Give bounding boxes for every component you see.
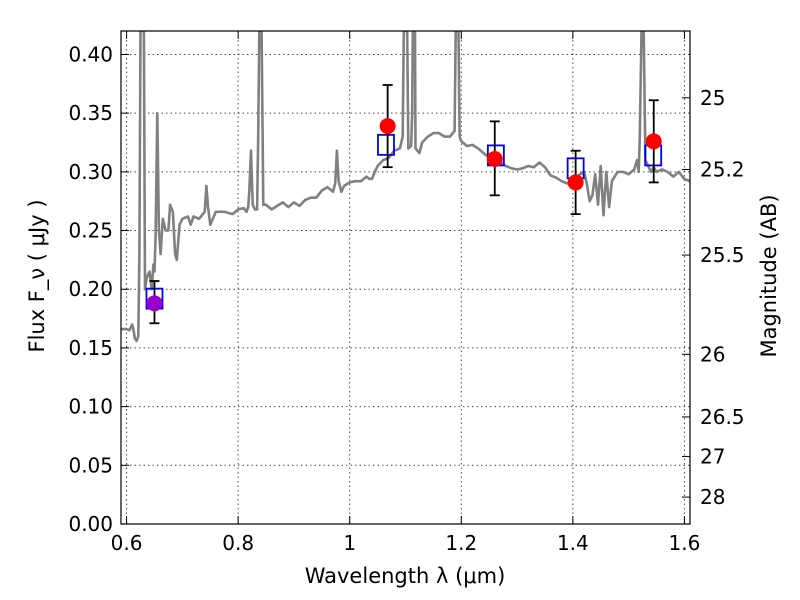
x-axis-title: Wavelength λ (μm) xyxy=(305,564,506,588)
y-tick-label: 0.15 xyxy=(68,336,113,360)
x-tick-label: 1.6 xyxy=(669,531,701,555)
magnitude-tick-label: 25.2 xyxy=(700,157,745,181)
y-tick-label: 0.05 xyxy=(68,453,113,477)
model-flux-box xyxy=(377,133,395,156)
x-tick-label: 1 xyxy=(343,531,356,555)
y-axis-title: Flux F_ν ( μJy ) xyxy=(25,199,50,352)
observed-flux-point xyxy=(567,174,584,191)
y2-axis-title: Magnitude (AB) xyxy=(757,194,781,357)
x-tick-label: 0.6 xyxy=(111,531,143,555)
magnitude-tick-label: 26.5 xyxy=(700,405,745,429)
y-tick-label: 0.35 xyxy=(68,101,113,125)
magnitude-tick-label: 27 xyxy=(700,444,725,468)
magnitude-tick-label: 28 xyxy=(700,485,725,509)
observed-flux-point xyxy=(486,150,503,167)
sed-template-line xyxy=(121,31,690,343)
y-tick-label: 0.20 xyxy=(68,277,113,301)
x-tick-label: 0.8 xyxy=(222,531,254,555)
magnitude-tick-label: 25 xyxy=(700,86,725,110)
magnitude-tick-label: 26 xyxy=(700,342,725,366)
observed-flux-point xyxy=(645,133,662,150)
observed-flux-point xyxy=(379,118,396,135)
plot-frame xyxy=(120,30,691,525)
x-tick-label: 1.2 xyxy=(445,531,477,555)
y-tick-label: 0.30 xyxy=(68,160,113,184)
y-tick-label: 0.40 xyxy=(68,42,113,66)
x-tick-label: 1.4 xyxy=(557,531,589,555)
magnitude-tick-label: 25.5 xyxy=(700,243,745,267)
y-tick-label: 0.00 xyxy=(68,512,113,536)
y-tick-label: 0.25 xyxy=(68,219,113,243)
observed-flux-point xyxy=(146,295,163,312)
y-tick-label: 0.10 xyxy=(68,395,113,419)
